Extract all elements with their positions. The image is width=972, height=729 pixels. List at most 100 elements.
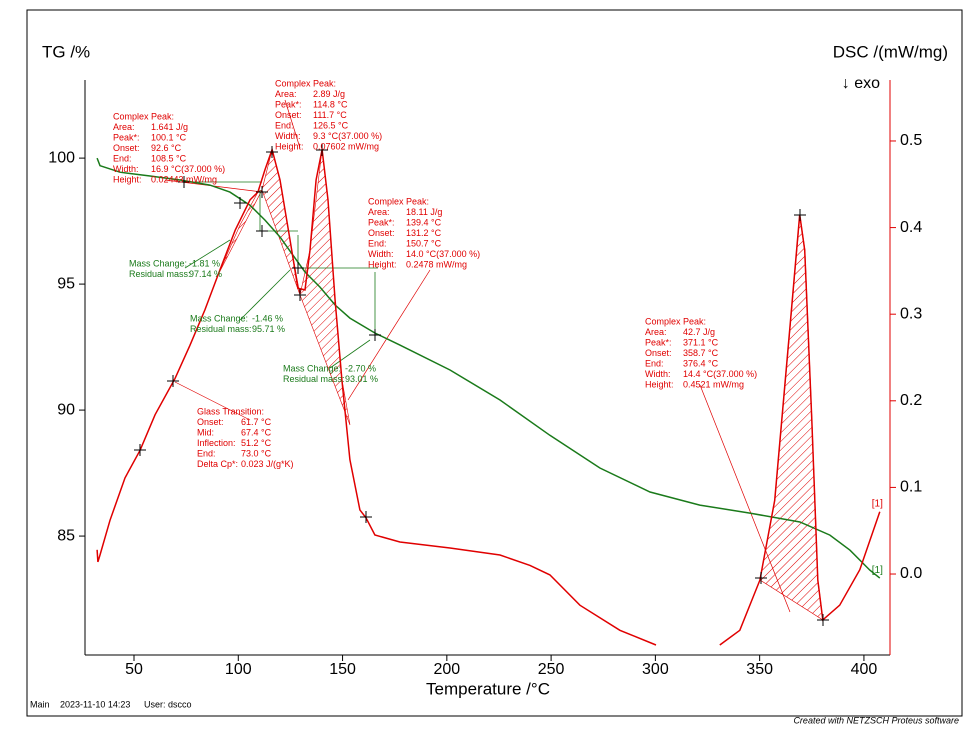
annotation-label: Width:: [368, 249, 394, 259]
annotation-label: Onset:: [645, 348, 672, 358]
annotation-value: 0.07602 mW/mg: [313, 141, 379, 151]
annotation-label: Peak*:: [368, 217, 395, 227]
curve-label: [1]: [872, 498, 883, 509]
annotation-value: -1.81 %: [189, 258, 220, 268]
annotation-value: 9.3 °C(37.000 %): [313, 131, 382, 141]
annotation-label: Area:: [645, 327, 667, 337]
x-tick-label: 250: [538, 661, 565, 678]
leader-line: [174, 381, 251, 421]
annotation-label: Onset:: [368, 228, 395, 238]
y2-tick-label: 0.5: [900, 132, 922, 149]
annotation-value: 14.0 °C(37.000 %): [406, 249, 480, 259]
crosshair: [755, 572, 767, 584]
x-tick-label: 200: [433, 661, 460, 678]
frame: [26, 9, 963, 717]
annotation-label: End:: [645, 358, 664, 368]
annotation-label: End:: [275, 120, 294, 130]
annotation-label: Width:: [645, 369, 671, 379]
annotation-label: Mass Change:: [283, 363, 341, 373]
annotation-label: Peak*:: [113, 132, 140, 142]
annotation-value: 371.1 °C: [683, 337, 719, 347]
annotation-label: Height:: [645, 379, 674, 389]
annotation-label: Height:: [368, 259, 397, 269]
annotation-value: 18.11 J/g: [406, 207, 442, 217]
crosshair: [234, 197, 246, 209]
annotation-value: 93.01 %: [345, 374, 378, 384]
annotation-value: 51.2 °C: [241, 438, 272, 448]
annotation-label: End:: [197, 448, 216, 458]
annotation-label: End:: [368, 238, 387, 248]
annotation-value: 95.71 %: [252, 324, 285, 334]
crosshair: [369, 329, 381, 341]
annotation-label: Onset:: [197, 417, 224, 427]
step-line: [329, 339, 371, 369]
y2-tick-label: 0.2: [900, 392, 922, 409]
annotation-label: End:: [113, 153, 132, 163]
y2-tick-label: 0.4: [900, 219, 922, 236]
x-tick-label: 100: [225, 661, 252, 678]
x-tick-label: 300: [642, 661, 669, 678]
annotation-value: 108.5 °C: [151, 153, 187, 163]
y-tick-label: 100: [48, 149, 75, 166]
crosshair: [360, 511, 372, 523]
annotation-value: 150.7 °C: [406, 238, 442, 248]
leader-line: [699, 384, 791, 613]
y2-axis-note: ↓ exo: [842, 75, 880, 92]
annotation-value: 376.4 °C: [683, 358, 719, 368]
annotation-label: Inflection:: [197, 438, 236, 448]
x-tick-label: 50: [125, 661, 143, 678]
curve: [96, 147, 881, 646]
crosshair: [266, 146, 278, 158]
annotation-title: Complex Peak:: [645, 316, 706, 326]
annotation-value: 67.4 °C: [241, 427, 272, 437]
annotation-value: 92.6 °C: [151, 143, 182, 153]
step-line: [239, 269, 291, 321]
annotation-title: Complex Peak:: [275, 78, 336, 88]
crosshair: [292, 262, 304, 274]
annotation-value: 16.9 °C(37.000 %): [151, 164, 225, 174]
annotation-label: Residual mass:: [129, 269, 191, 279]
annotation-label: Mid:: [197, 427, 214, 437]
annotation-value: 14.4 °C(37.000 %): [683, 369, 757, 379]
annotation-value: 100.1 °C: [151, 132, 187, 142]
x-axis-title: Temperature /°C: [426, 679, 550, 698]
annotation-label: Width:: [275, 131, 301, 141]
crosshair: [294, 289, 306, 301]
leader-line: [347, 269, 431, 401]
crosshair: [178, 176, 190, 188]
x-tick-label: 350: [746, 661, 773, 678]
annotation-value: 0.4521 mW/mg: [683, 379, 744, 389]
annotation-value: 131.2 °C: [406, 228, 442, 238]
crosshair: [316, 144, 328, 156]
crosshair: [794, 209, 806, 221]
curve-label: [1]: [872, 565, 883, 576]
annotation-label: Mass Change:: [129, 258, 187, 268]
annotation-value: 0.023 J/(g*K): [241, 459, 294, 469]
annotation-label: Height:: [275, 141, 304, 151]
leader-line: [284, 99, 301, 149]
annotation-value: 73.0 °C: [241, 448, 272, 458]
annotation-title: Complex Peak:: [368, 196, 429, 206]
annotation-label: Area:: [113, 122, 135, 132]
crosshair: [256, 186, 268, 198]
y-axis-title: TG /%: [42, 42, 90, 61]
annotation-value: 139.4 °C: [406, 217, 442, 227]
annotation-label: Residual mass:: [283, 374, 345, 384]
crosshair: [256, 225, 268, 237]
annotation-value: 61.7 °C: [241, 417, 272, 427]
y2-tick-label: 0.0: [900, 565, 922, 582]
annotation-label: Delta Cp*:: [197, 459, 238, 469]
annotation-label: Width:: [113, 164, 139, 174]
crosshair: [817, 614, 829, 626]
annotation-value: 42.7 J/g: [683, 327, 715, 337]
crosshair: [167, 375, 179, 387]
y2-axis-title: DSC /(mW/mg): [833, 42, 948, 61]
x-tick-label: 150: [329, 661, 356, 678]
annotation-value: 358.7 °C: [683, 348, 719, 358]
y-tick-label: 90: [57, 401, 75, 418]
annotation-label: Peak*:: [645, 337, 672, 347]
annotation-label: Residual mass:: [190, 324, 252, 334]
y-tick-label: 95: [57, 275, 75, 292]
annotation-value: -1.46 %: [252, 313, 283, 323]
